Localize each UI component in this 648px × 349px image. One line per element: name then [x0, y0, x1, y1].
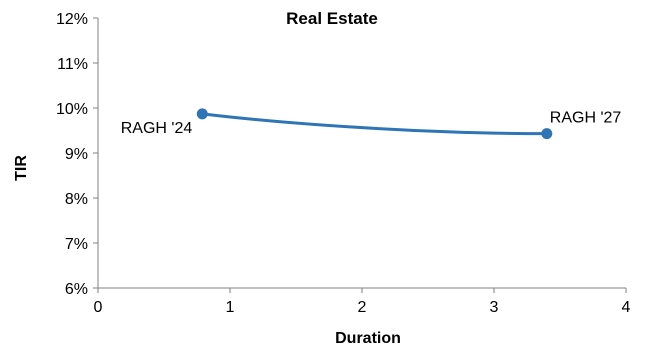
x-tick-label: 0: [94, 299, 103, 316]
x-ticks: 0 1 2 3 4: [94, 288, 631, 316]
y-axis-title: TIR: [13, 155, 30, 181]
data-point: [541, 128, 553, 140]
series-layer: RAGH '24 RAGH '27: [121, 108, 622, 140]
y-tick-label: 10%: [56, 101, 88, 118]
y-tick-label: 12%: [56, 11, 88, 28]
y-tick-label: 9%: [65, 146, 88, 163]
x-tick-label: 4: [622, 299, 631, 316]
y-tick-label: 8%: [65, 191, 88, 208]
series-line: [202, 112, 547, 136]
chart-title: Real Estate: [286, 9, 378, 28]
data-point-label: RAGH '24: [121, 120, 193, 137]
x-axis-title: Duration: [335, 330, 401, 347]
data-point: [196, 108, 208, 120]
data-point-label: RAGH '27: [550, 110, 622, 127]
x-tick-label: 3: [490, 299, 499, 316]
y-tick-label: 11%: [57, 56, 88, 73]
y-tick-label: 7%: [65, 236, 88, 253]
x-tick-label: 1: [226, 299, 235, 316]
x-tick-label: 2: [358, 299, 367, 316]
y-ticks: 6% 7% 8% 9% 10% 11% 12%: [56, 11, 98, 298]
y-tick-label: 6%: [65, 281, 88, 298]
